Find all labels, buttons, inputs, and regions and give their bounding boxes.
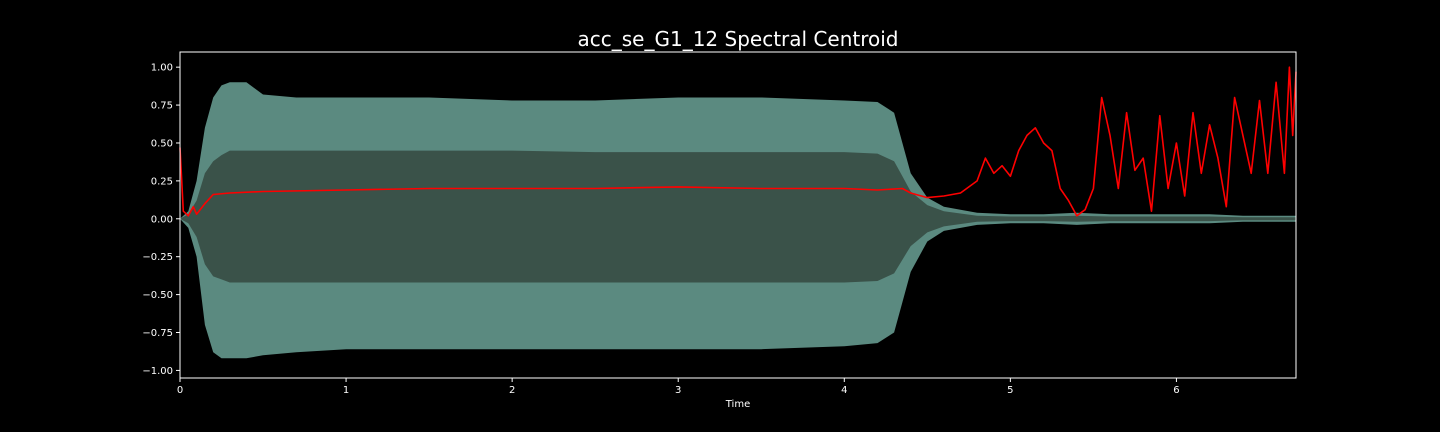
y-tick-label: 0.75 [151, 101, 173, 112]
plot-layer [179, 66, 1297, 359]
x-tick-label: 0 [177, 385, 183, 396]
y-axis: 1.00 0.75 0.50 0.25 0.00 −0.25 −0.50 −0.75 −1.00 [142, 63, 180, 377]
x-axis: 0 1 2 3 4 5 6 [177, 378, 1180, 396]
plot-frame [179, 51, 1297, 379]
x-tick-label: 2 [509, 385, 515, 396]
y-tick-label: 1.00 [151, 63, 173, 74]
x-tick-label: 1 [343, 385, 349, 396]
x-tick-label: 3 [675, 385, 681, 396]
waveform-envelope-inner [180, 150, 1296, 283]
y-tick-label: −0.25 [142, 252, 173, 263]
x-tick-label: 4 [841, 385, 847, 396]
y-tick-label: 0.25 [151, 176, 173, 187]
x-axis-label: Time [725, 399, 750, 410]
spectral-centroid-line [179, 66, 1297, 217]
x-tick-label: 6 [1173, 385, 1179, 396]
y-tick-label: 0.00 [151, 214, 173, 225]
y-tick-label: −0.50 [142, 290, 173, 301]
chart-title: acc_se_G1_12 Spectral Centroid [578, 27, 899, 51]
x-tick-label: 5 [1007, 385, 1013, 396]
y-tick-label: −0.75 [142, 328, 173, 339]
y-tick-label: 0.50 [151, 138, 173, 149]
y-tick-label: −1.00 [142, 366, 173, 377]
